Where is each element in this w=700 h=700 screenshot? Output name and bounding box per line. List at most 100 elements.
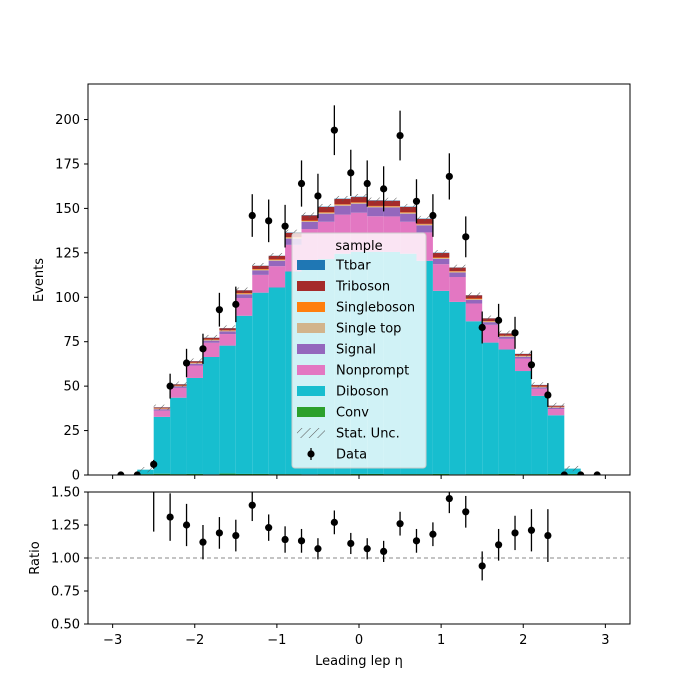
series-signal: [153, 203, 565, 411]
bar: [219, 330, 236, 332]
ratio-point: [380, 547, 388, 556]
ratio-point: [182, 521, 191, 529]
bar: [383, 200, 401, 207]
data-point: [511, 329, 519, 337]
bar: [350, 197, 368, 203]
bar: [498, 473, 516, 475]
legend: sample Ttbar Triboson Singleboson Single top…: [291, 232, 427, 469]
bar: [531, 395, 548, 475]
bar: [449, 272, 466, 278]
legend-title: sample: [335, 239, 382, 254]
ratio-point: [265, 524, 273, 532]
stat-unc-bin: [202, 334, 220, 341]
bar: [465, 303, 483, 322]
ratio-point: [314, 545, 322, 553]
data-point: [577, 471, 585, 475]
x-tick-label: 0: [355, 633, 363, 648]
bar: [202, 340, 220, 343]
main-x-ticks: [112, 475, 606, 479]
legend-label: Singleboson: [336, 301, 415, 316]
x-axis-label: Leading lep η: [315, 654, 403, 669]
ratio-point: [363, 545, 371, 553]
stat-unc-bin: [465, 292, 483, 298]
legend-label: Triboson: [335, 280, 390, 295]
data-point: [462, 233, 470, 241]
data-point: [297, 179, 306, 188]
bar: [252, 292, 269, 474]
bar: [268, 266, 286, 288]
stat-unc-bin: [432, 249, 450, 256]
ratio-point: [150, 475, 157, 482]
stat-unc-bin: [285, 229, 302, 236]
stat-unc-bin: [252, 262, 269, 269]
bar: [235, 315, 253, 474]
legend-swatch: [297, 407, 325, 417]
bar: [153, 416, 171, 474]
data-point: [133, 471, 141, 475]
bar: [334, 198, 351, 205]
stat-unc-bin: [564, 465, 581, 472]
bar: [449, 271, 466, 272]
bar: [235, 293, 253, 295]
bar: [268, 287, 286, 475]
data-point: [199, 345, 207, 353]
legend-item: Conv: [297, 406, 369, 421]
ratio-point: [166, 513, 174, 521]
data-point: [232, 300, 240, 308]
bar: [515, 358, 532, 372]
bar: [268, 260, 286, 267]
data-point: [429, 211, 437, 220]
bar: [531, 387, 548, 389]
bar: [465, 298, 483, 300]
ratio-point: [297, 537, 306, 545]
ratio-point: [330, 518, 338, 526]
x-tick-label: −2: [185, 633, 204, 648]
legend-item: Singleboson: [297, 301, 415, 316]
bar: [400, 212, 417, 213]
bar: [498, 349, 516, 474]
y-tick-label: 0.75: [51, 585, 80, 600]
legend-label: Data: [336, 448, 367, 463]
data-point: [412, 197, 421, 205]
legend-label: Single top: [336, 322, 401, 337]
y-tick-label: 100: [55, 291, 80, 306]
legend-label: Signal: [336, 343, 376, 358]
legend-swatch: [297, 323, 325, 333]
ratio-point: [462, 508, 470, 516]
bar: [465, 321, 483, 475]
legend-item: Diboson: [297, 385, 389, 400]
legend-item: Signal: [297, 343, 376, 358]
bar: [547, 415, 565, 474]
legend-label: Conv: [336, 406, 369, 421]
x-tick-label: −3: [103, 633, 122, 648]
bar: [416, 225, 433, 233]
y-tick-label: 150: [55, 202, 80, 217]
legend-swatch: [297, 365, 325, 375]
stat-unc-bin: [317, 203, 335, 210]
stat-unc-bin: [547, 402, 565, 409]
bar: [383, 207, 401, 217]
x-tick-label: −1: [267, 633, 286, 648]
bar: [202, 342, 220, 357]
bar: [268, 259, 286, 260]
bar: [252, 270, 269, 275]
bar: [515, 356, 532, 359]
bar: [334, 204, 351, 205]
legend-label: Nonprompt: [336, 364, 409, 379]
bar: [235, 294, 253, 298]
bar: [219, 345, 236, 474]
stat-unc-bin: [170, 381, 187, 387]
bar: [219, 334, 236, 346]
bar: [301, 221, 318, 230]
legend-swatch: [297, 386, 325, 396]
y-tick-label: 200: [55, 113, 80, 128]
bar: [170, 397, 187, 475]
ratio-axes-frame: [87, 491, 631, 625]
bar: [416, 218, 433, 224]
bar: [367, 205, 384, 207]
legend-item: Single top: [297, 322, 401, 337]
stat-unc-bin: [515, 351, 532, 357]
y-tick-label: 175: [55, 157, 80, 172]
legend-data-marker: [307, 450, 315, 458]
ratio-point: [527, 526, 536, 534]
